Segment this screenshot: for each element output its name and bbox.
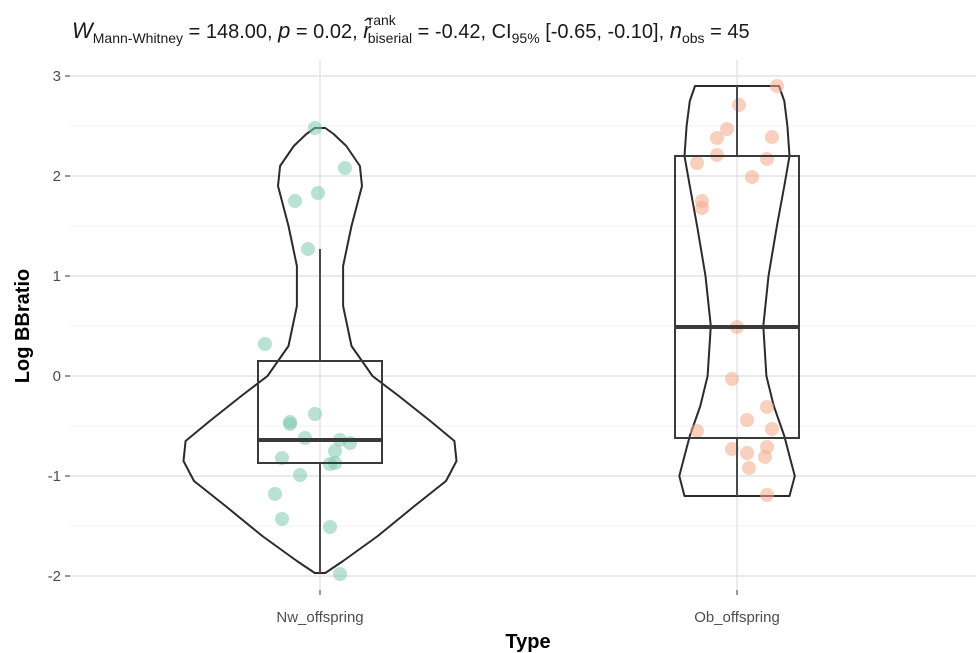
data-point [740,413,754,427]
data-point [725,372,739,386]
data-point [333,567,347,581]
title-segment: = -0.42, CI [412,21,512,43]
data-point [765,422,779,436]
y-tick-label: 1 [53,268,61,285]
y-axis-ticks: -2 -1 0 1 2 3 [48,68,70,585]
data-point [695,201,709,215]
box-Nw_offspring [257,360,383,464]
data-point [690,424,704,438]
title-segment: = 45 [705,21,750,43]
y-tick-label: 2 [53,168,61,185]
data-point [765,130,779,144]
data-point [308,121,322,135]
title-segment: = 148.00, [183,21,278,43]
y-tick-label: 0 [53,368,61,385]
data-point [288,194,302,208]
data-point [770,79,784,93]
title-segment: W [72,18,95,43]
data-point [258,337,272,351]
data-point [740,446,754,460]
data-point [760,152,774,166]
x-axis-ticks: Nw_offspring Ob_offspring [276,590,780,626]
x-tick-label: Ob_offspring [694,609,780,626]
data-point [690,156,704,170]
data-point [308,407,322,421]
chart-title: WMann-Whitney = 148.00, p = 0.02, r̂rank… [72,12,750,46]
violin-Ob_offspring [678,85,796,497]
y-axis-title: Log BBratio [12,269,34,383]
data-point [760,488,774,502]
y-tick-label: 3 [53,68,61,85]
data-point [268,487,282,501]
data-point [725,442,739,456]
x-axis-title: Type [505,631,550,653]
title-segment: biserial [368,30,412,46]
data-point [283,415,297,429]
data-point [720,122,734,136]
data-point [328,444,342,458]
x-tick-label: Nw_offspring [276,609,363,626]
title-segment: 95% [512,30,540,46]
title-segment: r̂ [363,18,372,43]
y-tick-label: -2 [48,568,61,585]
data-point [275,451,289,465]
data-point [760,400,774,414]
title-segment: rank [369,12,397,28]
box-Ob_offspring [674,155,800,439]
data-point [293,468,307,482]
title-segment: [-0.65, -0.10], [540,21,670,43]
data-point [323,520,337,534]
data-point [301,242,315,256]
data-point [275,512,289,526]
boxplots [257,86,800,573]
title-segment: obs [682,30,705,46]
data-point [758,450,772,464]
title-segment: n [670,18,682,43]
title-segment: Mann-Whitney [93,30,183,46]
grid [70,60,976,590]
data-point [742,461,756,475]
data-point [311,186,325,200]
data-point [732,98,746,112]
title-segment: p [277,18,290,43]
title-segment: = 0.02, [290,21,363,43]
data-point [338,161,352,175]
y-tick-label: -1 [48,468,61,485]
data-point [710,131,724,145]
data-point [745,170,759,184]
